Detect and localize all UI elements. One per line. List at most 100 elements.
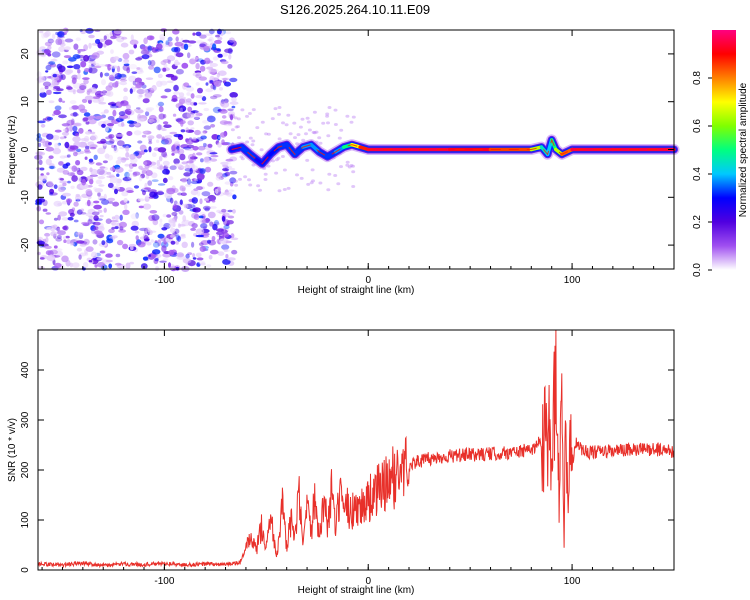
spectrogram-noise-speckle — [256, 184, 261, 188]
spectrogram-noise-speckle — [39, 257, 45, 260]
spectrogram-x-label: Height of straight line (km) — [298, 285, 415, 296]
spectrogram-noise-speckle — [209, 152, 218, 155]
spectrogram-noise-speckle — [221, 99, 225, 104]
spectrogram-noise-speckle — [222, 77, 228, 81]
y-tick-label: 100 — [20, 511, 31, 528]
spectrogram-noise-speckle — [217, 142, 222, 148]
spectrogram-noise-speckle — [222, 173, 228, 178]
spectrogram-noise-speckle — [217, 53, 223, 58]
spectrogram-noise-speckle — [42, 208, 48, 212]
spectrogram-noise-speckle — [312, 131, 317, 135]
spectrogram-noise-speckle — [177, 96, 186, 100]
spectrogram-noise-speckle — [209, 221, 214, 227]
spectrogram-noise-speckle — [94, 188, 104, 193]
spectrogram-noise-speckle — [247, 112, 252, 115]
spectrogram-noise-speckle — [162, 168, 170, 175]
spectrogram-noise-speckle — [97, 147, 106, 155]
spectrogram-noise-speckle — [222, 164, 228, 168]
spectrogram-noise-speckle — [185, 253, 190, 259]
spectrogram-noise-speckle — [71, 105, 79, 110]
spectrogram-noise-speckle — [199, 245, 206, 252]
spectrogram-noise-speckle — [150, 239, 154, 243]
spectrogram-noise-speckle — [204, 197, 210, 202]
spectrogram-noise-speckle — [93, 154, 98, 160]
spectrogram-noise-speckle — [196, 262, 201, 267]
spectrogram-noise-speckle — [48, 141, 52, 146]
spectrogram-noise-speckle — [196, 72, 201, 75]
spectrogram-noise-speckle — [145, 227, 151, 232]
spectrogram-noise-speckle — [147, 60, 152, 66]
spectrogram-noise-speckle — [170, 240, 176, 245]
spectrogram-noise-speckle — [99, 214, 104, 218]
spectrogram-noise-speckle — [224, 48, 233, 54]
spectrogram-noise-speckle — [205, 82, 209, 86]
spectrogram-noise-speckle — [45, 64, 52, 71]
spectrogram-noise-speckle — [72, 90, 76, 95]
spectrogram-noise-speckle — [309, 181, 314, 185]
spectrogram-noise-speckle — [85, 131, 92, 135]
spectrogram-noise-speckle — [157, 183, 166, 186]
y-tick-label: 400 — [20, 361, 31, 378]
spectrogram-noise-speckle — [336, 182, 341, 186]
snr-y-label: SNR (10 * v/v) — [7, 418, 18, 482]
spectrogram-noise-speckle — [111, 103, 116, 107]
spectrogram-noise-speckle — [217, 251, 225, 256]
spectrogram-noise-speckle — [142, 131, 148, 134]
spectrogram-noise-speckle — [158, 155, 163, 162]
spectrogram-noise-speckle — [168, 218, 176, 225]
spectrogram-noise-speckle — [191, 223, 198, 229]
spectrogram-noise-speckle — [156, 191, 165, 196]
spectrogram-noise-speckle — [157, 239, 162, 247]
spectrogram-noise-speckle — [36, 76, 46, 83]
spectrogram-noise-speckle — [152, 241, 160, 248]
spectrogram-noise-speckle — [203, 156, 210, 163]
spectrogram-noise-speckle — [122, 60, 129, 65]
spectrogram-noise-speckle — [225, 161, 232, 165]
spectrogram-noise-speckle — [66, 65, 74, 69]
spectrogram-noise-speckle — [90, 168, 98, 176]
spectrogram-noise-speckle — [200, 240, 210, 246]
spectrogram-noise-speckle — [349, 120, 354, 124]
spectrogram-noise-speckle — [94, 218, 103, 222]
spectrogram-noise-speckle — [98, 184, 105, 187]
spectrogram-noise-speckle — [67, 172, 75, 177]
spectrogram-noise-speckle — [203, 125, 211, 130]
spectrogram-noise-speckle — [345, 163, 350, 167]
spectrogram-noise-speckle — [202, 142, 207, 148]
spectrogram-noise-speckle — [250, 143, 255, 147]
spectrogram-noise-speckle — [137, 241, 146, 248]
spectrogram-noise-speckle — [221, 77, 231, 81]
spectrogram-noise-speckle — [128, 49, 135, 55]
spectrogram-noise-speckle — [229, 92, 238, 98]
spectrogram-noise-speckle — [106, 123, 115, 127]
spectrogram-noise-speckle — [76, 240, 85, 244]
spectrogram-noise-speckle — [112, 109, 117, 117]
spectrogram-noise-speckle — [226, 220, 234, 225]
spectrogram-noise-speckle — [229, 77, 238, 83]
spectrogram-noise-speckle — [49, 249, 58, 255]
spectrogram-noise-speckle — [105, 125, 109, 132]
spectrogram-noise-speckle — [90, 225, 97, 232]
spectrogram-noise-speckle — [277, 112, 281, 116]
spectrogram-noise-speckle — [192, 32, 196, 36]
spectrogram-noise-speckle — [110, 219, 119, 223]
spectrogram-noise-speckle — [148, 118, 155, 123]
spectrogram-noise-speckle — [65, 235, 70, 239]
spectrogram-noise-speckle — [66, 86, 73, 90]
spectrogram-noise-speckle — [199, 65, 206, 72]
spectrogram-noise-speckle — [123, 198, 128, 203]
spectrogram-noise-speckle — [64, 69, 72, 75]
spectrogram-noise-speckle — [145, 170, 153, 176]
spectrogram-noise-speckle — [143, 89, 149, 94]
spectrogram-noise-speckle — [325, 114, 330, 118]
spectrogram-noise-speckle — [282, 188, 287, 191]
spectrogram-noise-speckle — [162, 67, 167, 72]
spectrogram-noise-speckle — [153, 66, 161, 74]
spectrogram-noise-speckle — [195, 40, 204, 44]
spectrogram-noise-speckle — [85, 27, 94, 34]
spectrogram-noise-speckle — [133, 185, 140, 189]
spectrogram-noise-speckle — [66, 239, 71, 245]
spectrogram-noise-speckle — [64, 127, 69, 134]
spectrogram-noise-speckle — [233, 116, 238, 120]
spectrogram-noise-speckle — [173, 91, 181, 95]
